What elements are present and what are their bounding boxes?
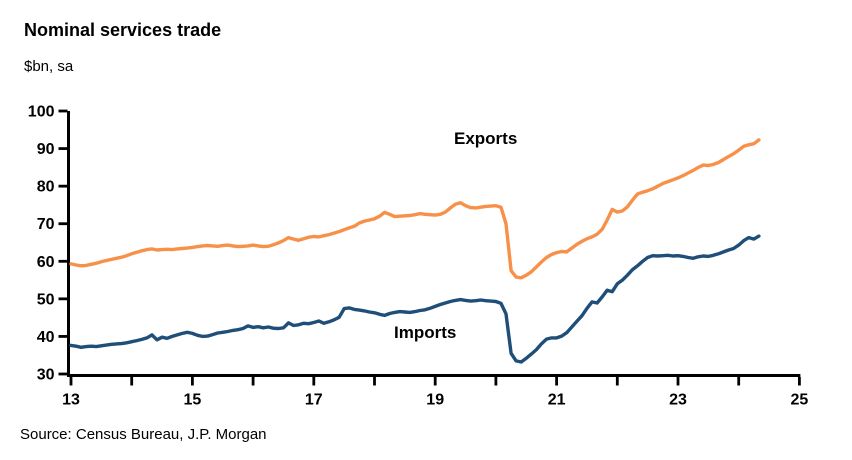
source-note: Source: Census Bureau, J.P. Morgan bbox=[20, 426, 267, 443]
y-axis-tick-label: 50 bbox=[37, 291, 55, 308]
imports-series-label: Imports bbox=[394, 323, 457, 342]
x-axis-tick-label: 21 bbox=[548, 392, 566, 409]
chart-units-label: $bn, sa bbox=[24, 58, 74, 75]
x-axis-tick-label: 19 bbox=[426, 392, 444, 409]
y-axis-tick-label: 90 bbox=[37, 141, 55, 158]
y-axis-tick-label: 80 bbox=[37, 179, 55, 196]
chart-title: Nominal services trade bbox=[24, 20, 222, 40]
imports-line bbox=[69, 234, 761, 364]
y-axis-tick-label: 70 bbox=[37, 216, 55, 233]
x-axis-tick-label: 17 bbox=[305, 392, 323, 409]
y-axis-tick-label: 30 bbox=[37, 367, 55, 384]
exports-line bbox=[69, 138, 761, 280]
exports-series-label: Exports bbox=[454, 129, 518, 148]
y-axis-tick-label: 100 bbox=[28, 104, 55, 121]
x-axis-tick-label: 25 bbox=[791, 392, 809, 409]
x-axis-tick-label: 15 bbox=[184, 392, 202, 409]
y-axis-tick-label: 40 bbox=[37, 329, 55, 346]
x-axis-tick-label: 23 bbox=[669, 392, 687, 409]
x-axis-tick-label: 13 bbox=[62, 392, 80, 409]
y-axis-tick-label: 60 bbox=[37, 254, 55, 271]
